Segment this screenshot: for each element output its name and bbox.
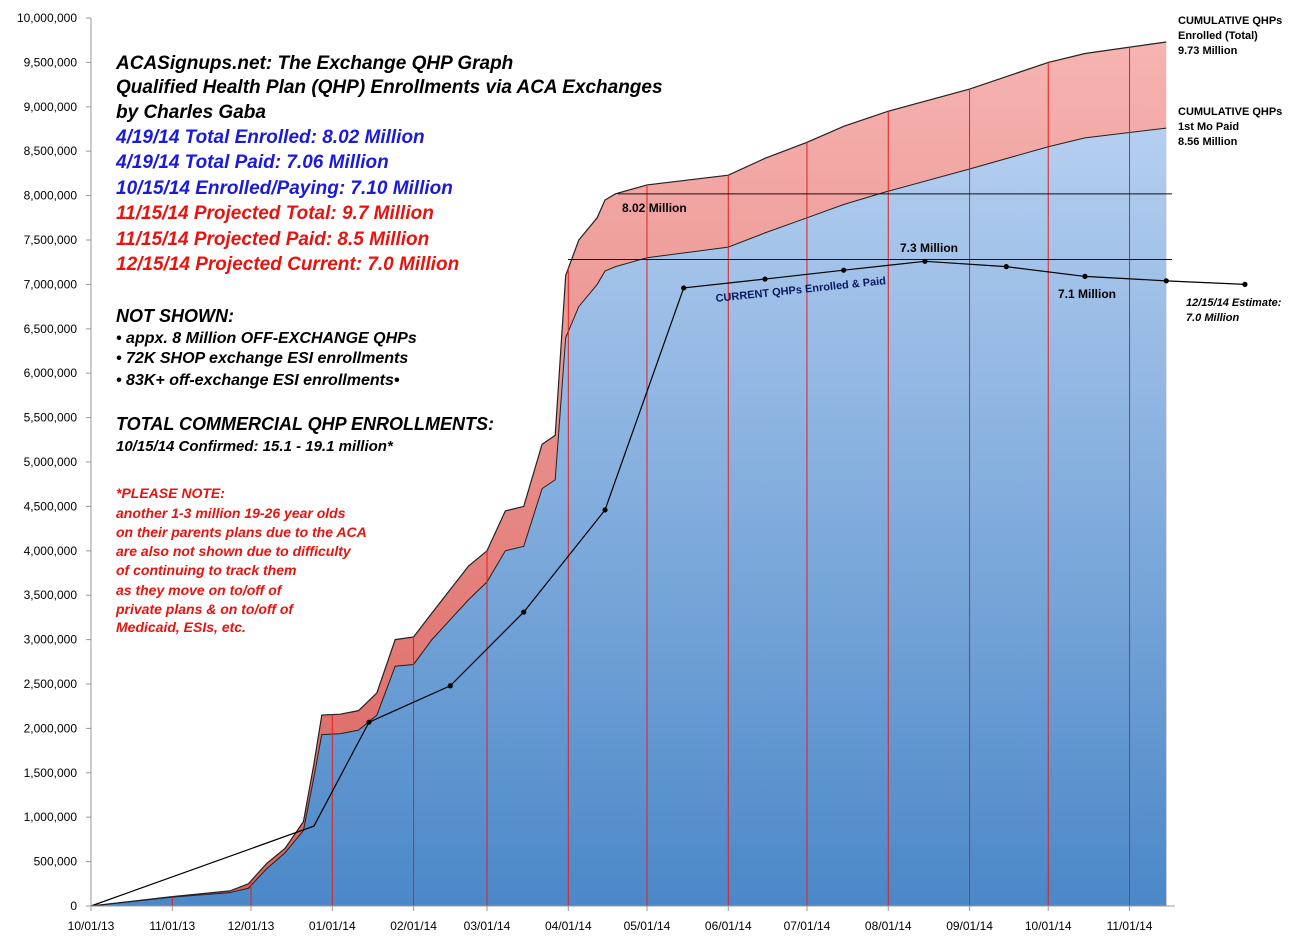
x-tick-label: 01/01/14 — [309, 919, 356, 933]
x-tick-label: 10/01/14 — [1025, 919, 1072, 933]
x-tick-label: 06/01/14 — [705, 919, 752, 933]
current-point — [1003, 264, 1009, 270]
y-tick-label: 6,500,000 — [24, 322, 78, 336]
current-point — [1082, 273, 1088, 280]
right-label-enrolled: CUMULATIVE QHPs — [1178, 15, 1282, 27]
stat-line: 10/15/14 Enrolled/Paying: 7.10 Million — [116, 178, 453, 199]
paid-area — [91, 128, 1167, 906]
note-line: of continuing to track them — [116, 562, 296, 578]
x-tick-label: 07/01/14 — [784, 919, 831, 933]
estimate-label: 7.0 Million — [1186, 312, 1239, 324]
right-label-paid: CUMULATIVE QHPs — [1178, 106, 1282, 118]
right-label-paid: 8.56 Million — [1178, 136, 1238, 148]
x-tick-label: 08/01/14 — [865, 919, 912, 933]
y-tick-label: 1,000,000 — [24, 810, 78, 824]
not-shown-item: • 83K+ off-exchange ESI enrollments• — [116, 372, 400, 389]
y-tick-label: 3,000,000 — [24, 633, 78, 647]
y-tick-label: 4,000,000 — [24, 544, 78, 558]
y-tick-label: 5,000,000 — [24, 455, 78, 469]
x-tick-label: 09/01/14 — [946, 919, 993, 933]
projection-line: 11/15/14 Projected Paid: 8.5 Million — [116, 229, 429, 250]
note-line: another 1-3 million 19-26 year olds — [116, 505, 346, 521]
y-tick-label: 5,500,000 — [24, 411, 78, 425]
title-line: ACASignups.net: The Exchange QHP Graph — [115, 53, 513, 74]
current-point — [366, 719, 372, 725]
stat-line: 4/19/14 Total Enrolled: 8.02 Million — [115, 127, 425, 148]
current-point — [841, 267, 847, 273]
enrolled-line — [90, 41, 1167, 907]
note-line: are also not shown due to difficulty — [116, 543, 352, 559]
note-line: as they move on to/off of — [116, 582, 283, 598]
x-tick-label: 10/01/13 — [68, 919, 115, 933]
x-tick-label: 11/01/14 — [1107, 919, 1153, 933]
note-line: private plans & on to/off of — [115, 601, 294, 617]
title-line: by Charles Gaba — [116, 102, 266, 123]
y-tick-label: 0 — [70, 899, 77, 913]
not-shown-item: • 72K SHOP exchange ESI enrollments — [116, 350, 408, 367]
y-tick-label: 6,000,000 — [24, 366, 78, 380]
note-line: on their parents plans due to the ACA — [116, 524, 367, 540]
note-line: *PLEASE NOTE: — [116, 485, 225, 501]
current-point — [762, 276, 768, 282]
current-point — [681, 285, 687, 291]
projection-line: 11/15/14 Projected Total: 9.7 Million — [116, 203, 434, 224]
x-tick-label: 04/01/14 — [545, 919, 592, 933]
not-shown-heading: NOT SHOWN: — [116, 306, 234, 326]
y-tick-label: 500,000 — [34, 855, 78, 869]
title-line: Qualified Health Plan (QHP) Enrollments … — [116, 77, 663, 98]
y-tick-label: 9,000,000 — [24, 100, 78, 114]
x-tick-label: 05/01/14 — [624, 919, 671, 933]
right-label-paid: 1st Mo Paid — [1178, 121, 1239, 133]
y-tick-label: 7,000,000 — [24, 277, 78, 291]
total-heading: TOTAL COMMERCIAL QHP ENROLLMENTS: — [116, 414, 494, 434]
x-tick-label: 12/01/13 — [228, 919, 275, 933]
total-line: 10/15/14 Confirmed: 15.1 - 19.1 million* — [116, 438, 394, 455]
y-tick-label: 2,000,000 — [24, 721, 78, 735]
current-point — [1242, 281, 1248, 287]
estimate-label: 12/15/14 Estimate: — [1186, 297, 1282, 309]
current-point — [922, 258, 928, 264]
right-label-enrolled: Enrolled (Total) — [1178, 30, 1258, 42]
current-point — [1163, 278, 1169, 284]
paid-line — [90, 127, 1167, 907]
label-8-02: 8.02 Million — [622, 201, 687, 215]
y-tick-label: 7,500,000 — [24, 233, 78, 247]
y-tick-label: 9,500,000 — [24, 55, 78, 69]
x-tick-label: 11/01/13 — [149, 919, 195, 933]
y-tick-label: 10,000,000 — [17, 11, 77, 25]
y-tick-label: 3,500,000 — [24, 588, 78, 602]
current-point — [602, 507, 608, 513]
current-point — [521, 609, 527, 615]
y-tick-label: 8,500,000 — [24, 144, 78, 158]
current-line — [90, 260, 1245, 907]
y-tick-label: 8,000,000 — [24, 189, 78, 203]
right-label-enrolled: 9.73 Million — [1178, 45, 1238, 57]
y-tick-label: 4,500,000 — [24, 499, 78, 513]
projection-line: 12/15/14 Projected Current: 7.0 Million — [116, 254, 459, 275]
x-tick-label: 02/01/14 — [390, 919, 437, 933]
label-7-1: 7.1 Million — [1058, 287, 1116, 301]
label-7-3: 7.3 Million — [900, 241, 958, 255]
current-point — [447, 683, 453, 689]
x-tick-label: 03/01/14 — [464, 919, 511, 933]
y-tick-label: 1,500,000 — [24, 766, 78, 780]
not-shown-item: • appx. 8 Million OFF-EXCHANGE QHPs — [116, 330, 417, 347]
y-tick-label: 2,500,000 — [24, 677, 78, 691]
stat-line: 4/19/14 Total Paid: 7.06 Million — [115, 152, 389, 173]
note-line: Medicaid, ESIs, etc. — [116, 619, 246, 635]
